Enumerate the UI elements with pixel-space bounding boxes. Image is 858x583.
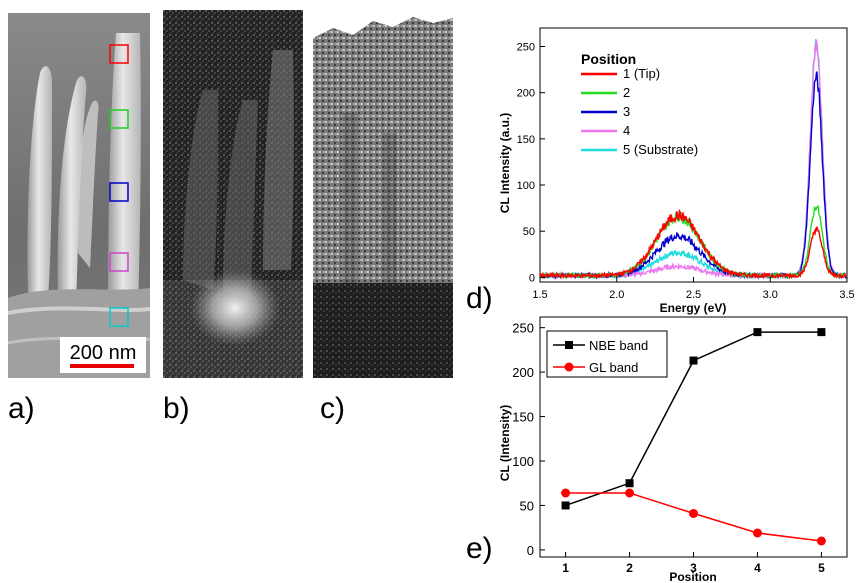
x-tick-label: 2 (626, 561, 633, 575)
data-point (816, 536, 826, 546)
data-point (752, 528, 762, 538)
roi-marker-3 (109, 182, 129, 202)
x-tick-label: 4 (754, 561, 761, 575)
scale-bar-label: 200 nm (70, 342, 137, 364)
scale-bar (70, 364, 134, 368)
y-tick-label: 150 (517, 134, 535, 146)
cl-map-gl (163, 10, 303, 378)
y-tick-label: 250 (512, 321, 534, 336)
roi-marker-4 (109, 252, 129, 272)
y-tick-label: 50 (520, 498, 534, 513)
legend-entry: 3 (623, 104, 630, 119)
data-point (689, 508, 698, 518)
x-axis-label: Energy (eV) (660, 301, 727, 315)
y-axis-label: CL Intensity (a.u.) (498, 113, 512, 213)
legend-entry: NBE band (589, 338, 648, 353)
y-axis-label: CL (Intensity) (498, 405, 512, 481)
data-point (625, 479, 634, 488)
y-tick-label: 50 (523, 226, 535, 238)
legend-marker (565, 341, 573, 349)
legend-box (546, 330, 668, 378)
data-point (817, 328, 826, 337)
y-tick-label: 100 (517, 180, 535, 192)
data-point (561, 488, 571, 498)
panel-label-d: d) (466, 282, 493, 315)
data-point (689, 356, 698, 365)
legend-title: Position (581, 51, 636, 67)
roi-marker-5 (109, 307, 129, 327)
legend-entry: 4 (623, 123, 630, 138)
y-tick-label: 0 (527, 543, 534, 558)
spectrum-series-3 (540, 71, 847, 280)
data-point (625, 488, 635, 498)
legend-marker (564, 362, 574, 372)
x-tick-label: 2.0 (609, 289, 624, 301)
legend-entry: 2 (623, 85, 630, 100)
y-tick-label: 0 (529, 272, 535, 284)
panel-label-e: e) (466, 532, 493, 565)
x-axis-label: Position (669, 570, 716, 583)
x-tick-label: 5 (818, 561, 825, 575)
x-tick-label: 3 (690, 561, 697, 575)
y-tick-label: 150 (512, 410, 534, 425)
legend-entry: 5 (Substrate) (623, 142, 698, 157)
legend-entry: GL band (589, 360, 638, 375)
panel-label-a: a) (8, 392, 35, 425)
legend-entry: 1 (Tip) (623, 66, 660, 81)
roi-marker-1 (109, 44, 129, 64)
x-tick-label: 2.5 (686, 289, 701, 301)
x-tick-label: 3.0 (763, 289, 778, 301)
panel-label-c: c) (320, 392, 345, 425)
cl-map-nbe (313, 13, 453, 378)
spectrum-series-1 (540, 208, 847, 280)
y-tick-label: 100 (512, 454, 534, 469)
y-tick-label: 200 (517, 88, 535, 100)
x-tick-label: 1.5 (532, 289, 547, 301)
y-tick-label: 250 (517, 41, 535, 53)
panel-label-b: b) (163, 392, 190, 425)
data-point (753, 328, 762, 337)
x-tick-label: 3.5 (839, 289, 854, 301)
cl-spectra-chart: 1.5 2.0 2.5 3.0 3.5 0 50 100 150 200 250 CL Intens… (498, 27, 855, 315)
roi-marker-2 (109, 109, 129, 129)
x-tick-label: 1 (562, 561, 569, 575)
spectrum-series-4 (540, 39, 847, 280)
sem-image: 200 nm (8, 13, 150, 378)
y-tick-label: 200 (512, 365, 534, 380)
data-point (561, 501, 570, 510)
